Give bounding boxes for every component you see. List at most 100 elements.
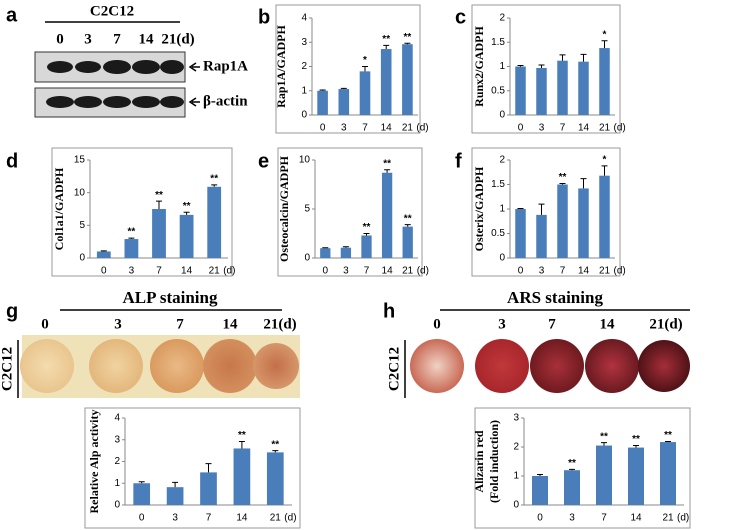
- blot-day: 3: [84, 31, 92, 47]
- y-tick-label: 2: [499, 155, 505, 166]
- x-tick-label: 21: [599, 266, 611, 277]
- error-bar: [211, 184, 218, 187]
- bar: [133, 483, 151, 505]
- arrow: [188, 62, 200, 72]
- staining-title: ALP staining: [123, 288, 218, 307]
- error-bar: [384, 169, 391, 173]
- significance: **: [404, 213, 412, 224]
- error-bar: [404, 224, 411, 227]
- bar: [207, 186, 222, 258]
- error-bar: [205, 463, 212, 473]
- x-tick-label: 0: [101, 266, 107, 277]
- significance: **: [664, 430, 672, 441]
- panel-label: c: [455, 6, 466, 28]
- error-bar: [537, 474, 543, 476]
- staining-day: 14: [600, 316, 616, 332]
- error-bar: [559, 183, 566, 185]
- significance: **: [183, 201, 191, 212]
- panel-label: e: [258, 150, 269, 172]
- y-axis-label: Relative Alp activity: [87, 410, 101, 514]
- x-tick-label: 0: [323, 266, 329, 277]
- staining-day: 0: [433, 316, 441, 332]
- bar: [578, 61, 589, 115]
- error-bar: [172, 481, 179, 488]
- significance: **: [363, 222, 371, 233]
- y-tick-label: 4: [301, 13, 307, 24]
- x-tick-label: 3: [129, 266, 135, 277]
- bar: [124, 239, 139, 258]
- bar: [578, 188, 589, 258]
- staining-day: 0: [41, 316, 49, 332]
- significance: **: [600, 431, 608, 442]
- y-tick-label: 3: [114, 434, 120, 445]
- panel-frame: [277, 147, 423, 277]
- bar: [599, 175, 610, 258]
- significance: *: [603, 29, 607, 40]
- x-unit: (d): [417, 266, 429, 277]
- x-tick-label: 3: [539, 266, 545, 277]
- bar: [340, 247, 352, 258]
- y-tick-label: 3: [513, 413, 519, 424]
- bar: [402, 226, 413, 258]
- y-tick-label: 0: [114, 500, 120, 511]
- staining-day: 3: [114, 316, 122, 332]
- x-tick-label: 7: [364, 266, 370, 277]
- x-tick-label: 0: [518, 123, 524, 134]
- staining-day: 3: [498, 316, 506, 332]
- bar: [564, 470, 580, 505]
- bar: [660, 442, 676, 505]
- bar: [380, 49, 392, 115]
- blot-day: 0: [56, 31, 64, 47]
- y-tick-label: 5: [79, 220, 85, 231]
- significance: *: [603, 155, 607, 166]
- arrow: [188, 97, 200, 107]
- x-tick-label: 14: [630, 513, 642, 524]
- panel-label: f: [455, 150, 462, 172]
- significance: **: [128, 227, 136, 238]
- y-tick-label: 3: [301, 37, 307, 48]
- bar: [381, 172, 393, 258]
- y-tick-label: 0: [301, 110, 307, 121]
- y-axis-label: Osterix/GADPH: [472, 166, 486, 251]
- bar: [317, 90, 328, 115]
- error-bar: [404, 42, 411, 45]
- blot-bands: [47, 60, 184, 74]
- x-tick-label: 14: [236, 513, 248, 524]
- bar: [179, 214, 194, 258]
- staining-sample: C2C12: [386, 347, 402, 391]
- significance: **: [559, 172, 567, 183]
- bar: [536, 214, 547, 258]
- staining-sample: C2C12: [0, 347, 15, 391]
- x-tick-label: 0: [139, 513, 145, 524]
- significance: **: [632, 434, 640, 445]
- staining-day: 21(d): [649, 316, 682, 332]
- x-tick-label: 21: [209, 266, 221, 277]
- y-tick-label: 5: [304, 204, 310, 215]
- y-tick-label: 0: [499, 253, 505, 264]
- y-tick-label: 2: [114, 456, 120, 467]
- y-tick-label: 2: [499, 13, 505, 24]
- x-tick-label: 3: [539, 123, 545, 134]
- bar: [152, 209, 166, 258]
- y-tick-label: 0.5: [491, 85, 505, 96]
- x-tick-label: 3: [569, 513, 575, 524]
- y-tick-label: 0: [499, 110, 505, 121]
- panel-frame: [474, 407, 691, 529]
- panel-frame: [84, 407, 301, 529]
- significance: **: [383, 158, 391, 169]
- bar: [557, 60, 568, 115]
- x-tick-label: 21: [599, 123, 611, 134]
- x-unit: (d): [284, 513, 296, 524]
- x-tick-label: 7: [206, 513, 212, 524]
- staining-wells: [20, 339, 299, 393]
- bar: [557, 184, 568, 258]
- x-tick-label: 7: [362, 123, 368, 134]
- blot-day: 21(d): [161, 31, 194, 47]
- bar: [596, 445, 612, 505]
- y-tick-label: 1.5: [491, 179, 505, 190]
- panel-label: a: [6, 4, 18, 26]
- error-bar: [601, 442, 607, 446]
- blot-sample: C2C12: [90, 3, 134, 19]
- y-axis-label: (Fold induction): [487, 420, 501, 503]
